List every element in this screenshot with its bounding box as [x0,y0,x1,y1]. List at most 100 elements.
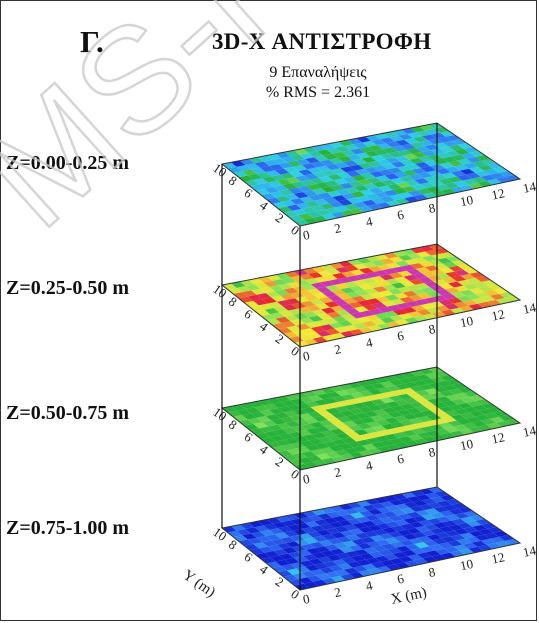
slice-cell [399,419,415,426]
slice-cell [444,530,460,537]
slice-cell [445,256,461,262]
slice-cell [463,391,479,397]
slice-cell [420,182,435,189]
slice-cell [385,141,401,148]
slice-cell [321,186,336,193]
slice-cell [323,397,338,404]
x-tick-label: 0 [302,471,311,487]
slice-2 [220,243,522,348]
slice-cell [420,303,435,310]
slice-cell [359,433,375,440]
slice-cell [317,192,333,199]
slice-cell [411,548,426,555]
slice-cell [284,314,300,322]
slice-cell [385,505,401,512]
slice-cell [288,187,303,194]
slice-cell [239,279,255,286]
slice-cell [453,544,469,551]
slice-cell [362,384,377,391]
slice-cell [384,173,400,180]
slice-cell [282,183,298,190]
slice-cell [353,142,368,149]
slice-cell [424,404,439,411]
slice-cell [372,181,387,188]
slice-cell [290,562,305,569]
slice-cell [409,142,425,148]
slice-cell [448,508,464,515]
slice-cell [385,262,401,269]
slice-cell [370,276,386,282]
slice-cell [465,293,481,300]
slice-cell [318,540,334,547]
slice-cell [273,549,289,556]
slice-cell [457,522,473,529]
slice-cell [460,152,476,159]
slice-cell [257,519,273,526]
slice-cell [402,413,418,420]
slice-cell [359,553,375,560]
slice-cell [258,546,274,553]
slice-cell [417,536,433,543]
slice-cell [341,394,356,401]
slice-cell [415,510,431,516]
slice-cell [378,413,394,420]
slice-cell [459,412,475,419]
slice-cell [251,167,266,174]
slice-cell [475,276,491,282]
slice-cell [415,267,431,273]
slice-cell [392,552,408,559]
slice-cell [231,281,246,288]
slice-cell [381,300,397,307]
slice-cell [408,174,424,180]
slice-cell [380,501,395,508]
slice-cell [387,288,403,295]
slice-cell [352,279,368,286]
slice-cell [317,149,332,156]
slice-cell [448,144,464,151]
slice-cell [339,546,354,553]
slice-cell [454,164,469,171]
slice-cell [335,267,350,273]
slice-cell [415,406,430,412]
slice-cell [254,282,270,289]
slice-cell [338,563,353,570]
slice-cell [307,167,323,174]
slice-cell [254,525,270,532]
slice-cell [427,275,443,282]
slice-cell [323,517,338,524]
slice-cell [401,430,417,437]
slice-cell [474,414,490,421]
slice-cell [326,391,341,398]
slice-cell [400,264,416,271]
slice-cell [337,156,353,163]
slice-cell [390,421,406,428]
slice-cell [417,416,433,423]
slice-cell [281,444,296,451]
slice-cell [317,513,332,520]
slice-cell [277,423,292,430]
slice-cell [353,506,368,513]
slice-cell [460,516,476,523]
slice-cell [306,428,321,435]
slice-cell [444,287,460,294]
slice-cell [362,563,377,570]
slice-cell [375,175,391,182]
slice-cell [394,276,410,283]
slice-cell [267,180,283,187]
slice-cell [362,443,377,450]
slice-cell [298,169,314,176]
slice-cell [316,453,331,460]
slice-cell [418,277,434,283]
slice-cell [236,165,252,172]
slice-cell [416,188,432,195]
slice-cell [300,423,316,430]
slice-cell [281,520,297,527]
slice-cell [424,508,440,515]
slice-cell [338,199,353,206]
slice-cell [262,420,277,427]
slice-cell [263,523,279,530]
slice-cell [319,324,335,331]
slice-cell [247,537,263,544]
slice-cell [451,383,467,389]
slice-cell [460,273,476,280]
